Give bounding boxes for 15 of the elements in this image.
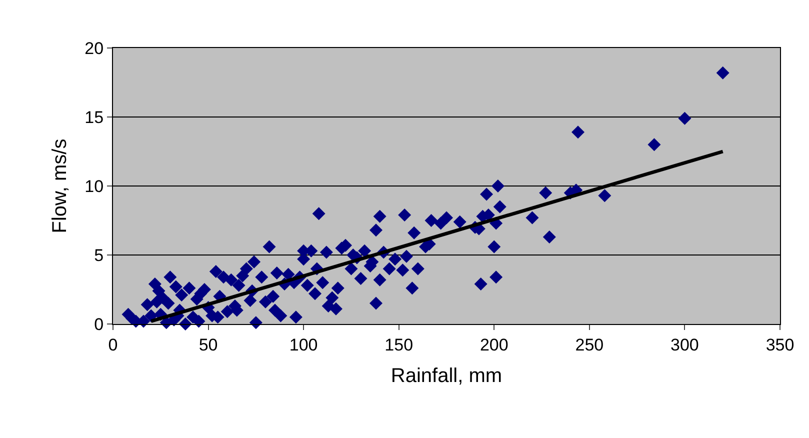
- x-tick-label: 0: [108, 335, 118, 354]
- x-tick-label: 350: [766, 335, 794, 354]
- y-tick-label: 0: [94, 314, 104, 334]
- x-tick-label: 100: [289, 335, 318, 354]
- x-tick-label: 150: [384, 335, 414, 354]
- x-tick-label: 50: [198, 335, 218, 354]
- x-tick-label: 300: [670, 335, 699, 354]
- x-tick-label: 200: [480, 335, 508, 354]
- x-tick-label: 250: [575, 335, 604, 354]
- y-tick-label: 15: [84, 108, 104, 127]
- y-tick-label: 20: [84, 38, 104, 58]
- y-axis-title: Flow, ms/s: [49, 138, 72, 234]
- y-tick-label: 5: [94, 246, 104, 265]
- y-tick-label: 10: [84, 176, 104, 196]
- x-axis-title: Rainfall, mm: [390, 364, 502, 387]
